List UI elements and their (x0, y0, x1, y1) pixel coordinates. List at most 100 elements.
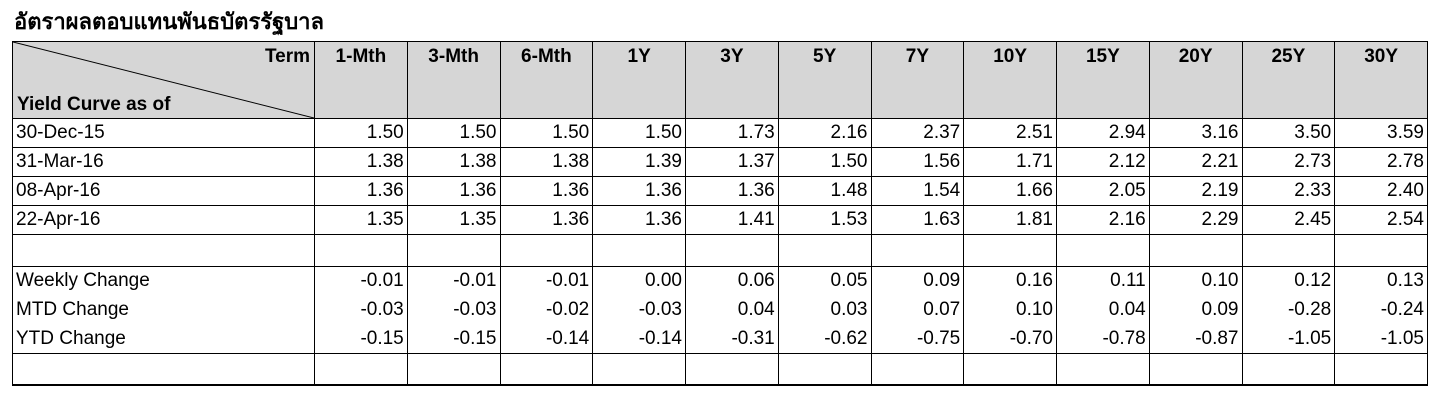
value-cell: 1.53 (777, 205, 872, 235)
value-cell: 0.04 (1056, 295, 1150, 325)
value-cell: -0.01 (499, 266, 594, 296)
value-cell: -0.03 (314, 295, 408, 325)
value-cell: 0.04 (685, 295, 779, 325)
table-row: MTD Change -0.03 -0.03 -0.02 -0.03 0.04 0.03 0.… (12, 295, 1428, 325)
value-cell: 1.36 (314, 176, 408, 206)
value-cell: -0.01 (406, 266, 501, 296)
term-header-cell: 3Y (685, 41, 779, 119)
empty-cell (499, 234, 594, 267)
empty-cell (963, 353, 1057, 386)
empty-cell (592, 234, 686, 267)
value-cell: -0.15 (406, 324, 501, 354)
value-cell: 1.63 (870, 205, 965, 235)
yield-curve-label: Yield Curve as of (17, 94, 171, 115)
value-cell: 1.38 (406, 147, 501, 177)
value-cell: 2.19 (1148, 176, 1243, 206)
table-row: 30-Dec-15 1.50 1.50 1.50 1.50 1.73 2.16 2.37 2.5… (12, 118, 1428, 148)
value-cell: 0.07 (870, 295, 965, 325)
empty-cell (1334, 234, 1428, 267)
value-cell: 1.36 (592, 176, 686, 206)
term-header-cell: 20Y (1148, 41, 1243, 119)
empty-cell (1241, 353, 1336, 386)
value-cell: 2.12 (1056, 147, 1150, 177)
value-cell: 2.94 (1056, 118, 1150, 148)
value-cell: 1.66 (963, 176, 1057, 206)
row-label-cell: MTD Change (12, 295, 315, 325)
empty-cell (406, 353, 501, 386)
value-cell: -0.75 (870, 324, 965, 354)
empty-cell (777, 234, 872, 267)
empty-cell (499, 353, 594, 386)
value-cell: 1.73 (685, 118, 779, 148)
value-cell: -0.62 (777, 324, 872, 354)
value-cell: -1.05 (1241, 324, 1336, 354)
value-cell: 2.33 (1241, 176, 1336, 206)
value-cell: 1.56 (870, 147, 965, 177)
value-cell: 1.50 (314, 118, 408, 148)
row-label-cell: 30-Dec-15 (12, 118, 315, 148)
table-row: Weekly Change -0.01 -0.01 -0.01 0.00 0.06 0.05… (12, 266, 1428, 296)
value-cell: 3.16 (1148, 118, 1243, 148)
value-cell: 0.10 (1148, 266, 1243, 296)
value-cell: -1.05 (1334, 324, 1428, 354)
value-cell: 1.48 (777, 176, 872, 206)
value-cell: 0.05 (777, 266, 872, 296)
value-cell: 1.41 (685, 205, 779, 235)
value-cell: 2.29 (1148, 205, 1243, 235)
value-cell: -0.87 (1148, 324, 1243, 354)
value-cell: 1.71 (963, 147, 1057, 177)
value-cell: 2.73 (1241, 147, 1336, 177)
empty-cell (1056, 234, 1150, 267)
value-cell: 1.50 (406, 118, 501, 148)
blank-row (12, 234, 1428, 267)
term-header-cell: 3-Mth (406, 41, 501, 119)
value-cell: 2.05 (1056, 176, 1150, 206)
value-cell: 2.40 (1334, 176, 1428, 206)
value-cell: 0.10 (963, 295, 1057, 325)
value-cell: 1.54 (870, 176, 965, 206)
corner-header-cell: Term Yield Curve as of (12, 41, 315, 119)
empty-cell (1148, 353, 1243, 386)
term-header-cell: 6-Mth (499, 41, 594, 119)
value-cell: -0.31 (685, 324, 779, 354)
value-cell: 2.21 (1148, 147, 1243, 177)
row-label-cell: YTD Change (12, 324, 315, 354)
empty-cell (685, 353, 779, 386)
value-cell: 0.03 (777, 295, 872, 325)
value-cell: 1.35 (314, 205, 408, 235)
value-cell: -0.70 (963, 324, 1057, 354)
value-cell: 2.78 (1334, 147, 1428, 177)
term-header-cell: 25Y (1241, 41, 1336, 119)
term-header-cell: 15Y (1056, 41, 1150, 119)
value-cell: 1.50 (499, 118, 594, 148)
row-label-cell: 22-Apr-16 (12, 205, 315, 235)
empty-cell (685, 234, 779, 267)
value-cell: 2.54 (1334, 205, 1428, 235)
value-cell: 1.38 (499, 147, 594, 177)
value-cell: -0.28 (1241, 295, 1336, 325)
value-cell: 1.35 (406, 205, 501, 235)
value-cell: 2.37 (870, 118, 965, 148)
value-cell: -0.01 (314, 266, 408, 296)
value-cell: 1.36 (406, 176, 501, 206)
value-cell: 0.12 (1241, 266, 1336, 296)
table-row: YTD Change -0.15 -0.15 -0.14 -0.14 -0.31 -0.62… (12, 324, 1428, 354)
value-cell: 0.09 (1148, 295, 1243, 325)
value-cell: 1.38 (314, 147, 408, 177)
value-cell: 1.36 (499, 205, 594, 235)
value-cell: -0.14 (592, 324, 686, 354)
empty-cell (1056, 353, 1150, 386)
table-body: 30-Dec-15 1.50 1.50 1.50 1.50 1.73 2.16 2.37 2.5… (12, 118, 1428, 386)
empty-cell (1148, 234, 1243, 267)
term-header-cell: 7Y (870, 41, 965, 119)
value-cell: 0.13 (1334, 266, 1428, 296)
value-cell: 2.45 (1241, 205, 1336, 235)
value-cell: -0.78 (1056, 324, 1150, 354)
value-cell: -0.15 (314, 324, 408, 354)
value-cell: 1.36 (499, 176, 594, 206)
value-cell: 0.00 (592, 266, 686, 296)
empty-cell (12, 353, 315, 386)
value-cell: -0.14 (499, 324, 594, 354)
term-header-cell: 1Y (592, 41, 686, 119)
empty-cell (777, 353, 872, 386)
